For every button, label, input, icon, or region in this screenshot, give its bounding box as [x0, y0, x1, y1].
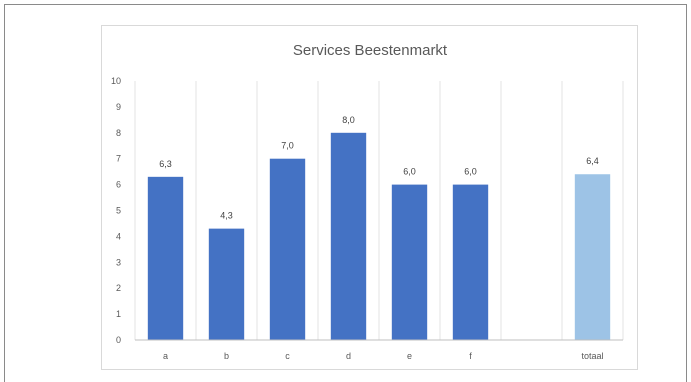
chart-area: Services Beestenmarkt 0 1 2 3 4 5 6 7 8 9 10 6,3 4,… [101, 25, 638, 370]
x-axis: a b c d e f totaal [135, 339, 623, 361]
data-label: 4,3 [220, 211, 233, 221]
data-label: 6,0 [403, 167, 416, 177]
y-tick-label: 3 [116, 257, 121, 267]
y-tick-label: 1 [116, 309, 121, 319]
chart-title: Services Beestenmarkt [293, 42, 448, 59]
data-label: 6,0 [464, 167, 477, 177]
y-tick-label: 4 [116, 231, 121, 241]
bars [147, 132, 611, 340]
x-tick-label: e [407, 351, 412, 361]
x-tick-label: totaal [581, 351, 603, 361]
window-frame: Services Beestenmarkt 0 1 2 3 4 5 6 7 8 9 10 6,3 4,… [4, 4, 687, 382]
data-label: 6,3 [159, 159, 172, 169]
y-tick-label: 10 [111, 76, 121, 86]
bar-e [391, 184, 428, 340]
bar-totaal [574, 174, 611, 340]
y-tick-label: 8 [116, 128, 121, 138]
bar-chart: Services Beestenmarkt 0 1 2 3 4 5 6 7 8 9 10 6,3 4,… [111, 42, 624, 361]
y-tick-label: 9 [116, 102, 121, 112]
y-tick-label: 5 [116, 206, 121, 216]
y-tick-label: 0 [116, 335, 121, 345]
data-label: 6,4 [586, 156, 599, 166]
data-label: 8,0 [342, 115, 355, 125]
x-tick-label: a [163, 351, 168, 361]
x-tick-label: c [285, 351, 290, 361]
x-tick-label: d [346, 351, 351, 361]
bar-b [208, 228, 245, 340]
bar-a [147, 176, 184, 340]
y-tick-label: 7 [116, 154, 121, 164]
y-tick-label: 6 [116, 180, 121, 190]
x-tick-label: b [224, 351, 229, 361]
y-tick-label: 2 [116, 283, 121, 293]
y-axis: 0 1 2 3 4 5 6 7 8 9 10 [111, 76, 121, 345]
data-label: 7,0 [281, 141, 294, 151]
bar-d [330, 132, 367, 340]
bar-f [452, 184, 489, 340]
gridlines [134, 81, 624, 340]
data-labels: 6,3 4,3 7,0 8,0 6,0 6,0 6,4 [159, 115, 599, 221]
bar-c [269, 158, 306, 340]
x-tick-label: f [469, 351, 472, 361]
